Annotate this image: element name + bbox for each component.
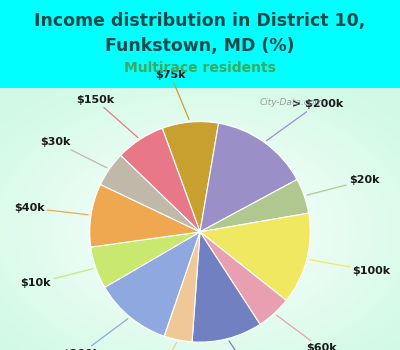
Text: > $200k: > $200k <box>266 99 343 141</box>
Text: $125k: $125k <box>229 341 278 350</box>
Wedge shape <box>90 184 200 247</box>
Text: $150k: $150k <box>76 95 138 138</box>
Text: Income distribution in District 10,: Income distribution in District 10, <box>34 12 366 30</box>
Text: $100k: $100k <box>310 260 391 276</box>
Text: $30k: $30k <box>40 137 107 168</box>
Wedge shape <box>105 232 200 336</box>
Text: $40k: $40k <box>14 203 88 215</box>
Text: Multirace residents: Multirace residents <box>124 61 276 75</box>
Wedge shape <box>121 128 200 232</box>
Wedge shape <box>162 122 218 232</box>
Wedge shape <box>192 232 260 342</box>
Wedge shape <box>200 123 297 232</box>
Text: $60k: $60k <box>276 315 336 350</box>
Wedge shape <box>164 232 200 342</box>
Wedge shape <box>200 213 310 300</box>
Wedge shape <box>91 232 200 287</box>
Wedge shape <box>200 180 309 232</box>
Text: Funkstown, MD (%): Funkstown, MD (%) <box>105 37 295 55</box>
Text: $20k: $20k <box>307 175 379 195</box>
Text: $200k: $200k <box>62 319 128 350</box>
Text: City-Data.com: City-Data.com <box>259 98 323 107</box>
Wedge shape <box>100 155 200 232</box>
Text: $10k: $10k <box>21 268 93 288</box>
Wedge shape <box>200 232 286 324</box>
Text: $75k: $75k <box>155 70 189 119</box>
Text: $50k: $50k <box>138 342 177 350</box>
